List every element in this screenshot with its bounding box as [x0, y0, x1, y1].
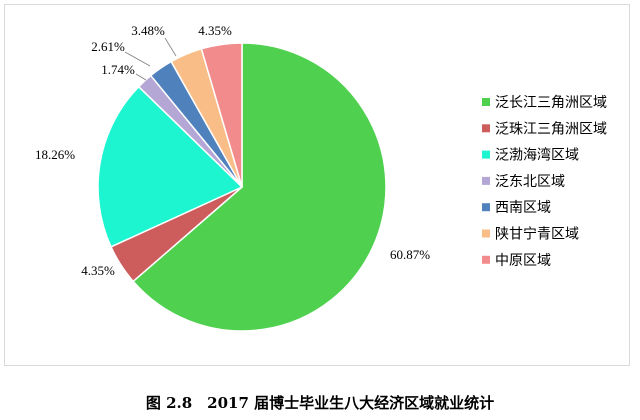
leader-line-6	[164, 37, 177, 57]
legend-swatch-3	[482, 150, 490, 159]
legend-swatch-5	[482, 203, 490, 212]
legend-swatch-4	[482, 176, 490, 185]
legend-label-2: 泛珠江三角洲区域	[495, 121, 607, 137]
legend-swatch-1	[482, 98, 490, 106]
legend-label-5: 西南区域	[495, 200, 551, 216]
leader-lines	[124, 37, 177, 81]
pie-slice-3	[97, 85, 244, 248]
legend: 泛长江三角洲区域泛珠江三角洲区域泛渤海湾区域泛东北区域西南区域陕甘宁青区域中原区…	[482, 95, 607, 269]
legend-swatch-2	[482, 124, 490, 133]
legend-label-3: 泛渤海湾区域	[495, 147, 579, 164]
figure-caption: 图 2.8 2017 届博士毕业生八大经济区域就业统计	[145, 394, 495, 412]
slice-label-4: 1.74%	[101, 62, 135, 77]
legend-label-4: 泛东北区域	[495, 174, 565, 190]
legend-label-6: 陕甘宁青区域	[495, 226, 579, 243]
slice-label-7: 4.35%	[198, 23, 232, 38]
legend-swatch-7	[482, 255, 490, 264]
leader-line-5	[124, 51, 151, 67]
legend-label-1: 泛长江三角洲区域	[495, 95, 607, 111]
pie-slice-7	[200, 42, 243, 188]
pie-slices	[97, 42, 387, 332]
leader-line-4	[135, 73, 147, 81]
pie-slice-1	[132, 42, 387, 332]
slice-label-6: 3.48%	[131, 23, 165, 38]
legend-label-7: 中原区域	[495, 253, 551, 269]
slice-labels: 60.87% 4.35% 18.26% 1.74% 2.61% 3.48% 4.35%	[35, 23, 430, 278]
pie-chart: 60.87% 4.35% 18.26% 1.74% 2.61% 3.48% 4.35% 泛长…	[35, 23, 607, 332]
slice-label-3: 18.26%	[35, 147, 75, 162]
slice-label-5: 2.61%	[91, 39, 125, 54]
slice-label-1: 60.87%	[390, 247, 430, 262]
slice-label-2: 4.35%	[81, 263, 115, 278]
legend-swatch-6	[482, 229, 490, 238]
